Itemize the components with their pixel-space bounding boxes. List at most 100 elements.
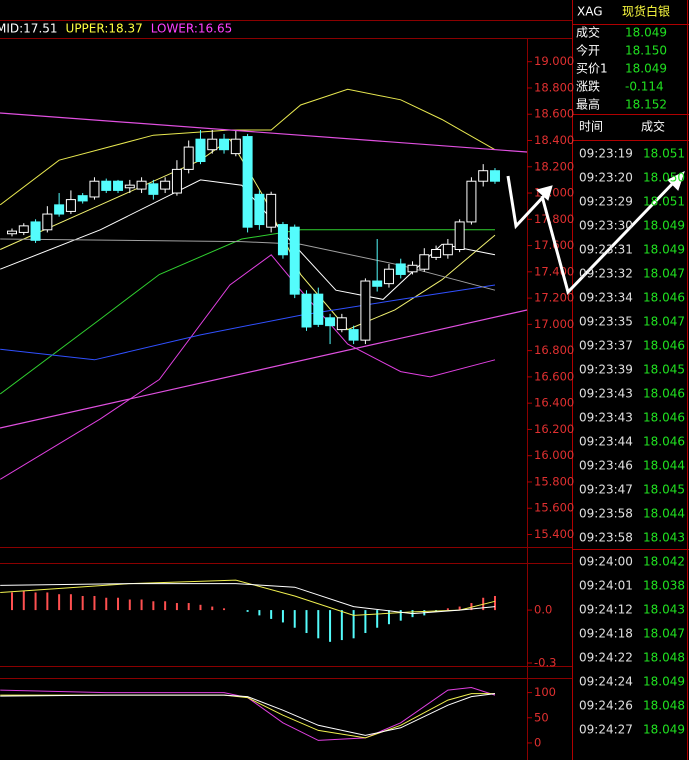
macd-bar xyxy=(58,594,61,611)
trade-time: 09:23:29 xyxy=(579,195,633,209)
trade-price: 18.045 xyxy=(643,363,685,377)
candle-body xyxy=(289,226,300,295)
macd-bar xyxy=(128,599,131,611)
trade-time: 09:23:47 xyxy=(579,483,633,497)
macd-bar xyxy=(246,610,249,612)
y-tick-label: 17.200 xyxy=(534,291,574,305)
trendline xyxy=(0,309,528,429)
trade-price: 18.049 xyxy=(643,675,685,689)
candle-body xyxy=(383,268,394,285)
trade-time: 09:23:19 xyxy=(579,147,633,161)
trade-price: 18.046 xyxy=(643,411,685,425)
macd-bar xyxy=(293,610,296,628)
candle-body xyxy=(136,180,147,190)
trade-price: 18.047 xyxy=(643,315,685,329)
macd-bar xyxy=(305,610,308,634)
arrow xyxy=(506,175,546,230)
candle-body xyxy=(313,293,324,325)
trade-price: 18.043 xyxy=(643,603,685,617)
candle-body xyxy=(65,199,76,212)
trades-header: 成交 xyxy=(641,119,665,134)
y-tick-label: 15.600 xyxy=(534,501,574,515)
macd-bar xyxy=(69,594,72,611)
macd-bar xyxy=(211,606,214,611)
trade-time: 09:24:01 xyxy=(579,579,633,593)
trade-time: 09:23:58 xyxy=(579,531,633,545)
indicator-line xyxy=(0,229,495,395)
candle-body xyxy=(478,170,489,182)
candle-body xyxy=(195,138,206,163)
trade-time: 09:24:26 xyxy=(579,699,633,713)
trade-price: 18.043 xyxy=(643,531,685,545)
candle-body xyxy=(301,293,312,328)
y-tick-label: 16.400 xyxy=(534,396,574,410)
y-tick-label: 17.000 xyxy=(534,317,574,331)
indicator-line xyxy=(0,238,496,291)
candle-body xyxy=(454,221,465,251)
indicator-legend: LOWER:16.65 xyxy=(151,22,233,36)
macd-bar xyxy=(164,601,167,611)
trade-price: 18.047 xyxy=(643,267,685,281)
candle-body xyxy=(431,249,442,258)
trade-time: 09:23:44 xyxy=(579,435,633,449)
trade-time: 09:23:37 xyxy=(579,339,633,353)
candle-body xyxy=(124,184,135,189)
y-tick-label: 100 xyxy=(534,685,556,699)
arrows xyxy=(506,171,685,295)
y-tick-label: 15.400 xyxy=(534,527,574,541)
candle-body xyxy=(442,243,453,256)
y-tick-label: 18.200 xyxy=(534,159,574,173)
quote-panel: XAG 现货白银 时间 成交 成交 18.049 今开 18.150 买价1 18.049… xyxy=(576,4,685,737)
candle-body xyxy=(466,180,477,223)
candle-body xyxy=(54,204,65,215)
candle-body xyxy=(230,138,241,155)
candle-body xyxy=(266,193,277,228)
trade-time: 09:23:34 xyxy=(579,291,633,305)
candle-body xyxy=(219,138,230,151)
candle-body xyxy=(395,263,406,275)
trade-time: 09:23:39 xyxy=(579,363,633,377)
trade-price: 18.044 xyxy=(643,507,685,521)
quote-value: 18.049 xyxy=(625,62,667,76)
candle-body xyxy=(148,183,159,195)
macd-bar xyxy=(199,604,202,611)
candle-body xyxy=(348,329,359,341)
quote-label: 最高 xyxy=(576,97,600,112)
y-tick-label: 17.400 xyxy=(534,264,574,278)
candle-body xyxy=(489,170,500,182)
trades-header: 时间 xyxy=(579,120,603,134)
quote-label: 涨跌 xyxy=(576,79,600,94)
candle-body xyxy=(160,180,171,190)
y-tick-label: 0 xyxy=(534,735,541,749)
y-tick-label: 15.800 xyxy=(534,474,574,488)
indicator-line xyxy=(0,88,496,206)
candle-body xyxy=(207,138,218,151)
candle-body xyxy=(277,224,288,256)
indicator-line xyxy=(0,583,496,615)
arrowhead xyxy=(667,171,685,191)
macd-bar xyxy=(340,610,343,641)
candle-body xyxy=(336,317,347,331)
trade-time: 09:24:18 xyxy=(579,627,633,641)
indicator-line xyxy=(0,686,496,741)
macd-bar xyxy=(105,597,108,611)
trade-price: 18.046 xyxy=(643,435,685,449)
candle-body xyxy=(242,136,253,228)
y-tick-label: 17.800 xyxy=(534,212,574,226)
y-tick-label: 19.000 xyxy=(534,54,574,68)
y-tick-label: 0.0 xyxy=(534,603,552,617)
trade-price: 18.038 xyxy=(643,579,685,593)
macd-bar xyxy=(470,603,473,611)
quote-label: 买价1 xyxy=(576,62,608,76)
trade-price: 18.046 xyxy=(643,291,685,305)
trade-price: 18.048 xyxy=(643,699,685,713)
panel-frame xyxy=(572,0,689,760)
macd-bar xyxy=(329,610,332,642)
macd-bar xyxy=(270,610,273,619)
candle-body xyxy=(113,180,124,191)
trade-price: 18.050 xyxy=(643,171,685,185)
y-tick-label: 18.800 xyxy=(534,80,574,94)
y-tick-label: 16.000 xyxy=(534,448,574,462)
trade-time: 09:23:58 xyxy=(579,507,633,521)
